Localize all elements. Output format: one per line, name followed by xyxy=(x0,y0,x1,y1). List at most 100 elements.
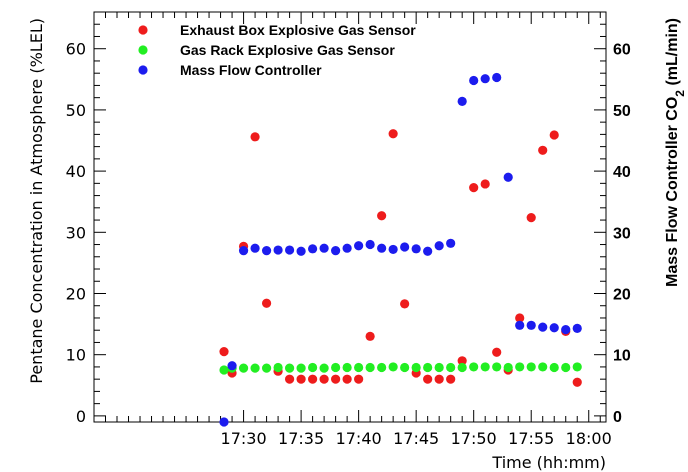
data-point xyxy=(308,244,318,254)
data-point xyxy=(377,211,387,221)
y-right-tick-label: 50 xyxy=(613,103,631,120)
data-point xyxy=(446,238,456,248)
data-point xyxy=(365,362,375,373)
data-point xyxy=(400,242,410,252)
x-tick-label: 17:55 xyxy=(508,429,554,448)
y-axis-right-title: Mass Flow Controller CO2 (mL/min) xyxy=(664,18,687,287)
data-point xyxy=(219,365,229,375)
y-axis-right-title-subscript: 2 xyxy=(673,90,687,97)
series-2 xyxy=(219,72,582,427)
data-points xyxy=(219,72,582,427)
data-point xyxy=(319,363,329,373)
data-point xyxy=(365,331,375,341)
y-right-tick-label: 60 xyxy=(613,42,631,59)
data-point xyxy=(296,246,306,256)
data-point xyxy=(342,243,352,253)
data-point xyxy=(354,374,364,384)
data-point xyxy=(572,323,582,333)
data-point xyxy=(469,183,479,193)
data-point xyxy=(342,362,352,373)
data-point xyxy=(492,362,502,372)
data-point xyxy=(250,132,260,142)
data-point xyxy=(284,363,295,373)
data-point xyxy=(227,361,237,371)
data-point xyxy=(411,362,421,373)
plot-frame xyxy=(93,11,607,423)
data-point xyxy=(388,129,398,139)
data-point xyxy=(538,145,548,155)
data-point xyxy=(342,374,352,384)
data-point xyxy=(284,374,295,384)
data-point xyxy=(250,243,260,253)
data-point xyxy=(572,377,582,387)
data-point xyxy=(469,75,479,86)
data-point xyxy=(549,323,559,333)
data-point xyxy=(492,72,502,83)
data-point xyxy=(377,243,387,253)
y-right-tick-label: 20 xyxy=(613,286,631,303)
data-point xyxy=(469,362,479,372)
data-point xyxy=(261,246,272,256)
data-point xyxy=(549,362,559,373)
y-axis-left-title: Pentane Concentration in Atmosphere (%LE… xyxy=(27,18,46,384)
y-axis-right-title-main: Mass Flow Controller CO xyxy=(664,97,681,287)
data-point xyxy=(331,374,341,384)
data-point xyxy=(273,245,283,255)
data-point xyxy=(319,374,329,384)
x-tick-label: 17:40 xyxy=(336,429,382,448)
y-right-tick-label: 30 xyxy=(613,225,631,242)
data-point xyxy=(331,246,341,256)
data-point xyxy=(480,74,490,84)
data-point xyxy=(261,363,272,373)
y-right-tick-label: 10 xyxy=(613,348,631,365)
series-0 xyxy=(219,129,582,387)
data-point xyxy=(250,363,260,373)
data-point xyxy=(526,213,536,223)
y-left-tick-label: 60 xyxy=(66,40,86,59)
legend-label: Gas Rack Explosive Gas Sensor xyxy=(180,42,395,58)
x-axis-title: Time (hh:mm) xyxy=(491,453,606,472)
data-point xyxy=(400,299,410,309)
data-point xyxy=(284,245,295,255)
data-point xyxy=(457,362,467,373)
data-point xyxy=(457,356,467,366)
data-point xyxy=(319,243,329,253)
data-point xyxy=(434,241,444,251)
data-point xyxy=(411,244,421,254)
y-axis-right-title-unit: (mL/min) xyxy=(664,18,681,90)
data-point xyxy=(354,241,364,251)
y-left-tick-label: 0 xyxy=(76,407,86,426)
x-tick-label: 17:35 xyxy=(278,429,324,448)
legend-marker xyxy=(138,65,148,75)
x-tick-label: 17:45 xyxy=(393,429,439,448)
data-point xyxy=(515,320,525,330)
data-point xyxy=(238,363,249,373)
legend-label: Mass Flow Controller xyxy=(180,62,322,78)
legend-marker xyxy=(138,45,148,55)
data-point xyxy=(446,374,456,384)
y-left-tick-label: 20 xyxy=(66,284,86,303)
data-point xyxy=(308,374,318,384)
data-point xyxy=(503,362,513,373)
data-point xyxy=(388,244,398,255)
y-left-tick-label: 30 xyxy=(66,223,86,242)
data-point xyxy=(261,298,272,308)
legend: Exhaust Box Explosive Gas Sensor Gas Rack… xyxy=(138,22,416,78)
data-point xyxy=(434,374,444,384)
data-point xyxy=(526,362,536,372)
data-point xyxy=(377,362,387,373)
data-point xyxy=(480,179,490,189)
data-point xyxy=(296,363,306,373)
data-point xyxy=(538,362,548,372)
data-point xyxy=(515,362,525,372)
legend-label: Exhaust Box Explosive Gas Sensor xyxy=(180,22,416,38)
data-point xyxy=(400,362,410,373)
data-point xyxy=(538,322,548,332)
legend-marker xyxy=(138,25,148,35)
x-tick-label: 18:00 xyxy=(566,429,612,448)
y-left-tick-label: 40 xyxy=(66,162,86,181)
y-left-tick-label: 10 xyxy=(66,346,86,365)
axes: 0 0 10 10 20 20 30 30 40 40 50 50 60 60 17:30 17:35 17:4… xyxy=(66,11,631,448)
data-point xyxy=(423,246,433,256)
